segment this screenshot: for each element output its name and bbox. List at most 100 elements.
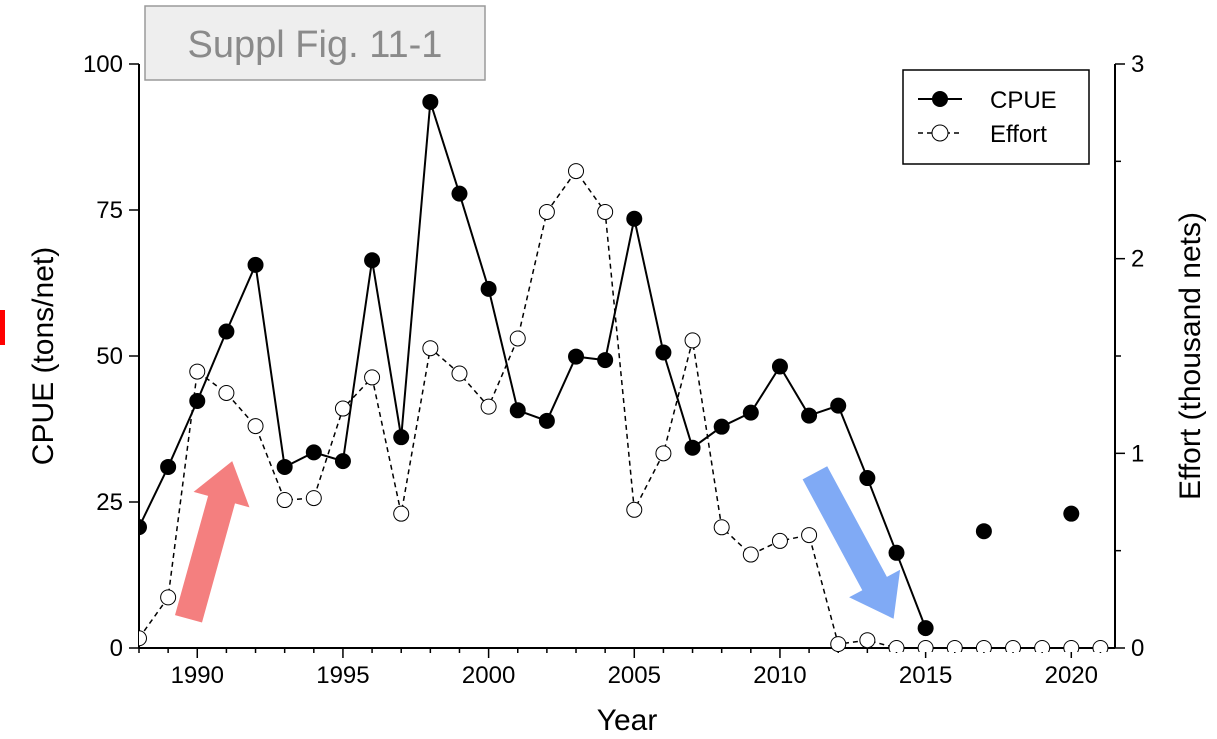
cpue-point — [538, 412, 555, 429]
cpue-point — [139, 519, 147, 536]
y-tick-label-right: 1 — [1131, 440, 1144, 467]
legend-effort-marker — [931, 124, 949, 142]
effort-point — [305, 490, 322, 507]
cpue-point — [189, 392, 206, 409]
x-tick-label: 2020 — [1045, 662, 1098, 689]
cpue-point — [568, 348, 585, 365]
cpue-point — [451, 185, 468, 202]
effort-point — [1005, 640, 1022, 652]
edge-fragment — [0, 310, 5, 345]
effort-point — [1092, 640, 1109, 652]
effort-point — [1034, 640, 1051, 652]
cpue-point — [742, 404, 759, 421]
effort-point — [742, 546, 759, 563]
y-tick-label-right: 0 — [1131, 635, 1144, 662]
effort-point — [160, 589, 177, 606]
x-tick-label: 2000 — [462, 662, 515, 689]
y-tick-label-left: 25 — [96, 489, 123, 516]
cpue-point — [160, 458, 177, 475]
cpue-point — [626, 210, 643, 227]
cpue-point — [364, 252, 381, 269]
effort-point — [568, 163, 585, 180]
effort-point — [364, 369, 381, 386]
cpue-point — [975, 523, 992, 540]
effort-point — [830, 636, 847, 652]
effort-point — [218, 384, 235, 401]
effort-point — [538, 203, 555, 220]
annotation-arrows — [175, 461, 901, 623]
legend: CPUE Effort — [902, 69, 1090, 165]
y-tick-label-left: 50 — [96, 343, 123, 370]
y-tick-label-left: 100 — [83, 51, 123, 78]
cpue-point — [334, 453, 351, 470]
cpue-point — [830, 397, 847, 414]
x-tick-label: 2005 — [608, 662, 661, 689]
effort-point — [888, 640, 905, 652]
cpue-point — [713, 418, 730, 435]
cpue-point — [305, 444, 322, 461]
effort-point — [801, 527, 818, 544]
effort-point — [626, 501, 643, 518]
effort-point — [597, 203, 614, 220]
cpue-point — [393, 429, 410, 446]
y-tick-label-left: 75 — [96, 197, 123, 224]
cpue-point — [917, 620, 934, 637]
effort-point — [1063, 640, 1080, 652]
legend-effort-label: Effort — [990, 121, 1047, 148]
cpue-point — [509, 402, 526, 419]
legend-cpue-label: CPUE — [990, 87, 1057, 114]
effort-point — [771, 532, 788, 549]
effort-point — [946, 640, 963, 652]
effort-point — [139, 630, 147, 647]
effort-point — [713, 519, 730, 536]
legend-box — [902, 69, 1090, 165]
cpue-point — [597, 352, 614, 369]
cpue-point — [859, 470, 876, 487]
cpue-point — [276, 458, 293, 475]
effort-point — [859, 632, 876, 649]
effort-line — [139, 169, 1101, 649]
effort-point — [276, 492, 293, 509]
x-tick-label: 1990 — [171, 662, 224, 689]
cpue-point — [655, 344, 672, 361]
cpue-point — [801, 407, 818, 424]
cpue-point — [422, 93, 439, 110]
effort-point — [655, 445, 672, 462]
y-tick-label-right: 3 — [1131, 51, 1144, 78]
x-tick-label: 2015 — [899, 662, 952, 689]
effort-point — [334, 400, 351, 417]
cpue-line — [139, 101, 927, 629]
legend-cpue-marker — [932, 91, 948, 107]
effort-point — [509, 330, 526, 347]
y-tick-label-right: 2 — [1131, 246, 1144, 273]
effort-point — [422, 340, 439, 357]
x-tick-label: 1995 — [316, 662, 369, 689]
figure-label-text: Suppl Fig. 11-1 — [188, 24, 443, 66]
axes: 1990 1995 2000 2005 2010 2015 2020 0 25 50 75 100 0 1… — [83, 51, 1144, 689]
cpue-point — [888, 544, 905, 561]
effort-point — [189, 363, 206, 380]
effort-point — [480, 398, 497, 415]
effort-point — [917, 640, 934, 652]
cpue-point — [684, 439, 701, 456]
arrow-down-icon — [802, 466, 901, 619]
x-axis-title: Year — [597, 704, 658, 737]
y-axis-title-left: CPUE (tons/net) — [27, 247, 60, 465]
effort-point — [975, 640, 992, 652]
y-tick-label-left: 0 — [110, 635, 123, 662]
x-tick-label: 2010 — [753, 662, 806, 689]
effort-point — [684, 332, 701, 349]
effort-point — [393, 505, 410, 522]
cpue-point — [247, 256, 264, 273]
effort-point — [451, 365, 468, 382]
cpue-point — [1063, 505, 1080, 522]
cpue-point — [771, 358, 788, 375]
cpue-point — [218, 323, 235, 340]
y-axis-title-right: Effort (thousand nets) — [1174, 212, 1207, 500]
figure-label: Suppl Fig. 11-1 — [144, 5, 486, 81]
cpue-point — [480, 280, 497, 297]
effort-point — [247, 418, 264, 435]
arrow-up-icon — [175, 461, 250, 623]
series-layer — [139, 93, 1109, 652]
